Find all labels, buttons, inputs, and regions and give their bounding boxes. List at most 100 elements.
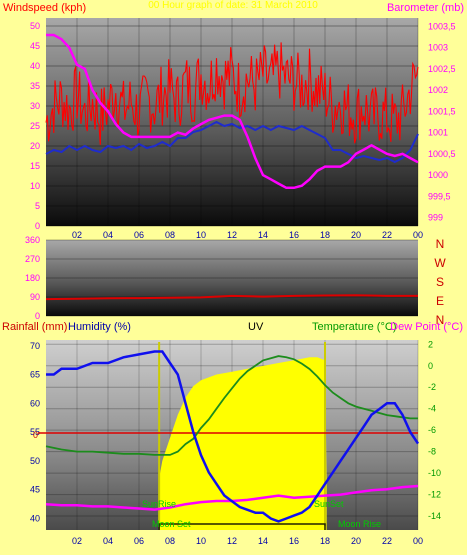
direction-tick-labels: 0 90 180 270 360	[25, 235, 40, 321]
temperature-tick-label: -12	[428, 490, 441, 500]
uv-area	[159, 357, 327, 530]
wind-chart-x-tick-label: 04	[103, 230, 113, 240]
temperature-chart-x-tick-label: 22	[382, 536, 392, 546]
barometer-tick-label: 1000	[428, 170, 448, 180]
windspeed-tick-label: 15	[30, 161, 40, 171]
direction-chart-series	[45, 294, 418, 301]
windspeed-tick-label: 45	[30, 41, 40, 51]
direction-tick-label: 360	[25, 235, 40, 245]
humidity-tick-label: 50	[30, 456, 40, 466]
barometer-tick-label: 999	[428, 213, 443, 223]
humidity-tick-label: 60	[30, 398, 40, 408]
moonset-annotation: Moon Set	[152, 519, 191, 529]
barometer-tick-label: 1002,5	[428, 64, 456, 74]
wind-chart-x-tick-label: 02	[72, 230, 82, 240]
compass-label: N	[436, 313, 445, 327]
barometer-axis-label: Barometer (mb)	[387, 2, 464, 14]
windspeed-tick-labels: 0 5 10 15 20 25 30 35 40 45 50	[30, 21, 40, 231]
temperature-chart-x-tick-label: 10	[196, 536, 206, 546]
temperature-chart-x-tick-label: 20	[351, 536, 361, 546]
rainfall-axis-label: Rainfall (mm)	[2, 321, 67, 333]
compass-label: E	[436, 294, 444, 308]
wind-chart-x-tick-label: 14	[258, 230, 268, 240]
compass-label: N	[436, 237, 445, 251]
barometer-tick-label: 1003,5	[428, 21, 456, 31]
windspeed-tick-label: 20	[30, 141, 40, 151]
barometer-line	[46, 33, 419, 190]
windspeed-tick-label: 35	[30, 81, 40, 91]
barometer-tick-label: 1003	[428, 43, 448, 53]
windspeed-tick-label: 5	[35, 201, 40, 211]
wind-average-line	[45, 120, 419, 164]
windspeed-tick-label: 25	[30, 121, 40, 131]
temperature-chart-x-tick-label: 00	[413, 536, 423, 546]
wind-chart-x-tick-label: 08	[165, 230, 175, 240]
humidity-line	[46, 350, 420, 523]
humidity-axis-label: Humidity (%)	[68, 321, 131, 333]
wind-chart-x-tick-label: 06	[134, 230, 144, 240]
moonrise-annotation: Moon Rise	[338, 519, 381, 529]
wind-chart-series	[45, 33, 419, 190]
humidity-tick-label: 45	[30, 485, 40, 495]
temperature-tick-label: -10	[428, 468, 441, 478]
windspeed-axis-label: Windspeed (kph)	[3, 2, 86, 14]
barometer-tick-label: 1000,5	[428, 149, 456, 159]
direction-chart-plot-area	[46, 240, 418, 316]
wind-chart-x-tick-label: 10	[196, 230, 206, 240]
temperature-chart-x-tick-label: 08	[165, 536, 175, 546]
humidity-tick-label: 70	[30, 341, 40, 351]
windspeed-tick-label: 10	[30, 181, 40, 191]
compass-label: W	[434, 256, 446, 270]
temperature-chart-x-tick-label: 06	[134, 536, 144, 546]
temperature-tick-label: -4	[428, 404, 436, 414]
direction-tick-label: 0	[35, 311, 40, 321]
barometer-tick-label: 1001,5	[428, 106, 456, 116]
windspeed-tick-label: 30	[30, 101, 40, 111]
sunset-annotation: SunSet	[314, 499, 344, 509]
temperature-chart-x-tick-label: 12	[227, 536, 237, 546]
direction-chart-gridlines	[46, 239, 418, 317]
wind-chart-x-tick-labels: 02 04 06 08 10 12 14 16 18 20 22 00	[72, 230, 423, 240]
uv-axis-label: UV	[248, 321, 264, 333]
temperature-chart-x-tick-label: 16	[289, 536, 299, 546]
windspeed-tick-label: 50	[30, 21, 40, 31]
wind-gust-line	[45, 42, 419, 145]
moon-period-marker	[158, 523, 326, 530]
direction-tick-label: 180	[25, 273, 40, 283]
wind-chart-x-tick-label: 18	[320, 230, 330, 240]
graph-date-title: 00 Hour graph of date: 31 March 2010	[148, 0, 318, 11]
compass-label: S	[436, 275, 444, 289]
temperature-tick-label: -6	[428, 425, 436, 435]
temperature-axis-label: Temperature (°C)	[312, 321, 396, 333]
temperature-chart-x-tick-label: 02	[72, 536, 82, 546]
humidity-tick-label: 55	[30, 427, 40, 437]
temperature-tick-label: 2	[428, 339, 433, 349]
humidity-tick-labels: 40 45 50 55 60 65 70	[30, 341, 40, 524]
rain-zero-tick-label: 0	[33, 430, 38, 440]
windspeed-tick-label: 40	[30, 61, 40, 71]
temperature-line	[45, 355, 418, 456]
direction-tick-label: 90	[30, 292, 40, 302]
humidity-tick-label: 40	[30, 513, 40, 523]
barometer-tick-label: 1002	[428, 85, 448, 95]
temperature-chart-x-tick-labels: 02 04 06 08 10 12 14 16 18 20 22 00	[72, 536, 423, 546]
temperature-tick-label: 0	[428, 361, 433, 371]
barometer-tick-labels: 999 999,5 1000 1000,5 1001 1001,5 1002 1002,5 10…	[428, 21, 456, 222]
temperature-tick-label: -14	[428, 511, 441, 521]
humidity-tick-label: 65	[30, 370, 40, 380]
wind-chart-x-tick-label: 00	[413, 230, 423, 240]
wind-chart-x-tick-label: 22	[382, 230, 392, 240]
wind-chart-x-tick-label: 12	[227, 230, 237, 240]
direction-tick-label: 270	[25, 254, 40, 264]
windspeed-tick-label: 0	[35, 221, 40, 231]
temperature-chart-x-tick-label: 18	[320, 536, 330, 546]
dewpoint-axis-label: Dew Point (°C)	[390, 321, 463, 333]
barometer-tick-label: 999,5	[428, 191, 451, 201]
wind-chart-x-tick-label: 20	[351, 230, 361, 240]
wind-chart-x-tick-label: 16	[289, 230, 299, 240]
